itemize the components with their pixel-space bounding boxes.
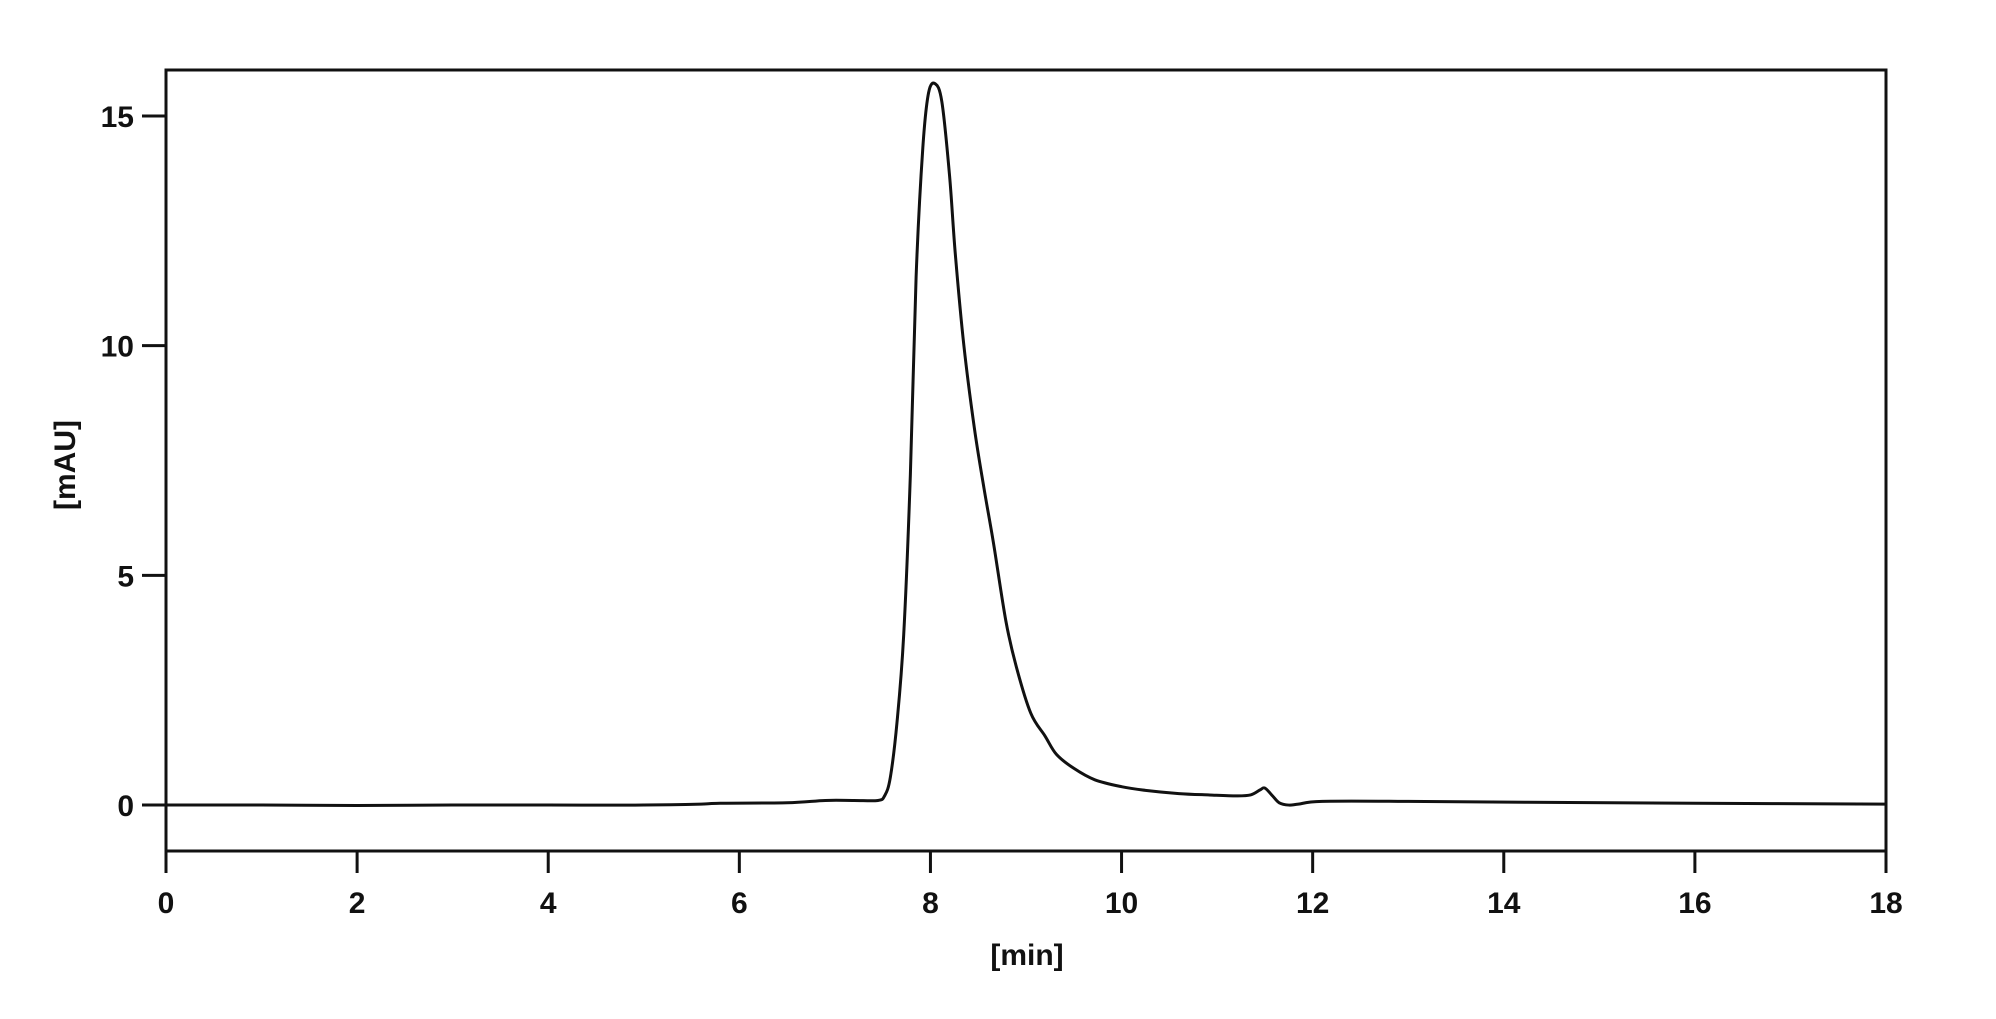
x-tick-label: 16 (1678, 887, 1711, 920)
x-axis-ticks: 0 2 4 6 8 10 12 14 16 18 (158, 851, 1903, 920)
y-tick-label: 0 (117, 790, 134, 823)
x-tick-label: 8 (922, 887, 939, 920)
x-axis-label: [min] (990, 939, 1063, 972)
y-tick-label: 10 (101, 331, 134, 364)
x-tick-label: 6 (731, 887, 748, 920)
y-tick-label: 15 (101, 101, 134, 134)
x-tick-label: 14 (1487, 887, 1521, 920)
y-axis-ticks: 0 5 10 15 (101, 101, 166, 823)
y-axis-label: [mAU] (49, 420, 82, 510)
x-tick-label: 18 (1869, 887, 1902, 920)
plot-frame (164, 68, 1888, 853)
y-tick-label: 5 (117, 560, 134, 593)
x-tick-label: 0 (158, 887, 175, 920)
x-tick-label: 2 (349, 887, 366, 920)
x-tick-label: 4 (540, 887, 557, 920)
x-tick-label: 12 (1296, 887, 1329, 920)
x-tick-label: 10 (1105, 887, 1138, 920)
chromatogram-trace (165, 81, 1887, 808)
